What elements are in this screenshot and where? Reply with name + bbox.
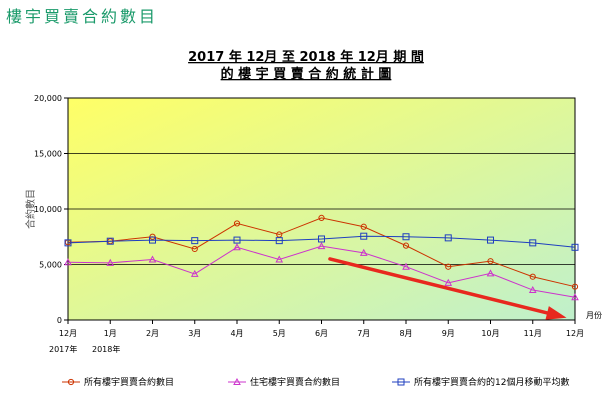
data-point xyxy=(64,258,72,266)
data-point xyxy=(106,258,115,266)
year-label-2017: 2017年 xyxy=(49,344,77,354)
x-tick-label: 11月 xyxy=(524,329,542,338)
data-point xyxy=(359,248,368,256)
y-tick-label: 5,000 xyxy=(39,261,62,270)
x-tick-label: 9月 xyxy=(442,329,455,338)
data-point xyxy=(487,236,494,244)
data-point xyxy=(571,293,579,301)
data-point xyxy=(190,269,199,277)
y-tick-label: 15,000 xyxy=(34,150,62,159)
arrow-head xyxy=(545,306,567,320)
legend-label: 所有樓宇買賣合約數目 xyxy=(84,376,174,388)
data-point xyxy=(233,220,241,227)
data-point xyxy=(148,255,157,263)
x-tick-label: 7月 xyxy=(357,329,370,338)
x-tick-label: 12月 xyxy=(566,329,584,338)
legend-label: 所有樓宇買賣合約的12個月移動平均數 xyxy=(414,376,569,388)
trend-arrow xyxy=(328,257,567,320)
x-tick-label: 6月 xyxy=(315,329,328,338)
x-tick-label: 5月 xyxy=(273,329,286,338)
chart-title-line-2: 的 樓 宇 買 賣 合 約 統 計 圖 xyxy=(221,66,392,82)
data-point xyxy=(191,245,198,253)
data-point xyxy=(402,242,410,249)
data-point xyxy=(276,231,283,238)
data-point xyxy=(529,273,536,280)
data-point xyxy=(444,278,453,286)
series-group xyxy=(64,214,579,301)
data-point xyxy=(571,243,579,251)
x-tick-label: 12月 xyxy=(59,329,77,338)
data-point xyxy=(149,236,156,244)
data-point xyxy=(191,237,199,245)
data-point xyxy=(64,239,72,247)
y-axis-label: 合約數目 xyxy=(24,189,37,229)
x-tick-label: 4月 xyxy=(230,329,243,338)
y-tick-label: 20,000 xyxy=(34,94,62,103)
data-point xyxy=(233,236,241,244)
legend-label: 住宅樓宇買賣合約數目 xyxy=(250,376,340,388)
x-tick-label: 3月 xyxy=(188,329,201,338)
x-tick-label: 1月 xyxy=(104,329,117,338)
data-point xyxy=(571,283,579,290)
data-point xyxy=(317,242,326,250)
x-tick-label: 10月 xyxy=(481,329,499,338)
data-point xyxy=(233,243,241,251)
year-label-2018: 2018年 xyxy=(92,344,120,354)
data-point xyxy=(487,258,494,265)
legend-marker xyxy=(233,377,241,385)
data-point xyxy=(529,239,537,247)
y-tick-label: 0 xyxy=(57,316,62,325)
x-axis-label: 月份 xyxy=(586,310,602,320)
data-point xyxy=(360,223,367,230)
x-tick-label: 2月 xyxy=(146,329,159,338)
chart-title-line-1: 2017 年 12月 至 2018 年 12月 期 間 xyxy=(188,49,424,65)
series-line-2 xyxy=(67,245,576,298)
legend: 所有樓宇買賣合約數目 住宅樓宇買賣合約數目 所有樓宇買賣合約的12個月移動平均數 xyxy=(62,376,569,388)
series-line-3 xyxy=(67,235,576,248)
gridlines xyxy=(64,97,576,324)
data-point xyxy=(318,235,325,243)
data-point xyxy=(402,262,410,270)
data-point xyxy=(360,232,368,240)
data-point xyxy=(486,269,495,277)
data-point xyxy=(444,234,452,242)
data-point xyxy=(275,255,284,263)
y-tick-labels: 0 5,000 10,000 15,000 20,000 xyxy=(34,94,62,325)
data-point xyxy=(106,237,114,245)
data-point xyxy=(275,237,283,245)
legend-marker xyxy=(67,378,75,386)
y-tick-label: 10,000 xyxy=(34,205,62,214)
legend-marker xyxy=(397,378,405,386)
data-point xyxy=(528,285,537,294)
data-point xyxy=(445,263,452,270)
page-heading: 樓宇買賣合約數目 xyxy=(6,7,159,26)
x-tick-label: 8月 xyxy=(399,329,412,338)
data-point xyxy=(402,233,410,241)
arrow-shaft xyxy=(328,257,549,315)
data-point xyxy=(318,214,325,221)
x-tick-labels: 12月 1月 2月 3月 4月 5月 6月 7月 8月 9月 10月 11月 12月 xyxy=(59,329,584,338)
